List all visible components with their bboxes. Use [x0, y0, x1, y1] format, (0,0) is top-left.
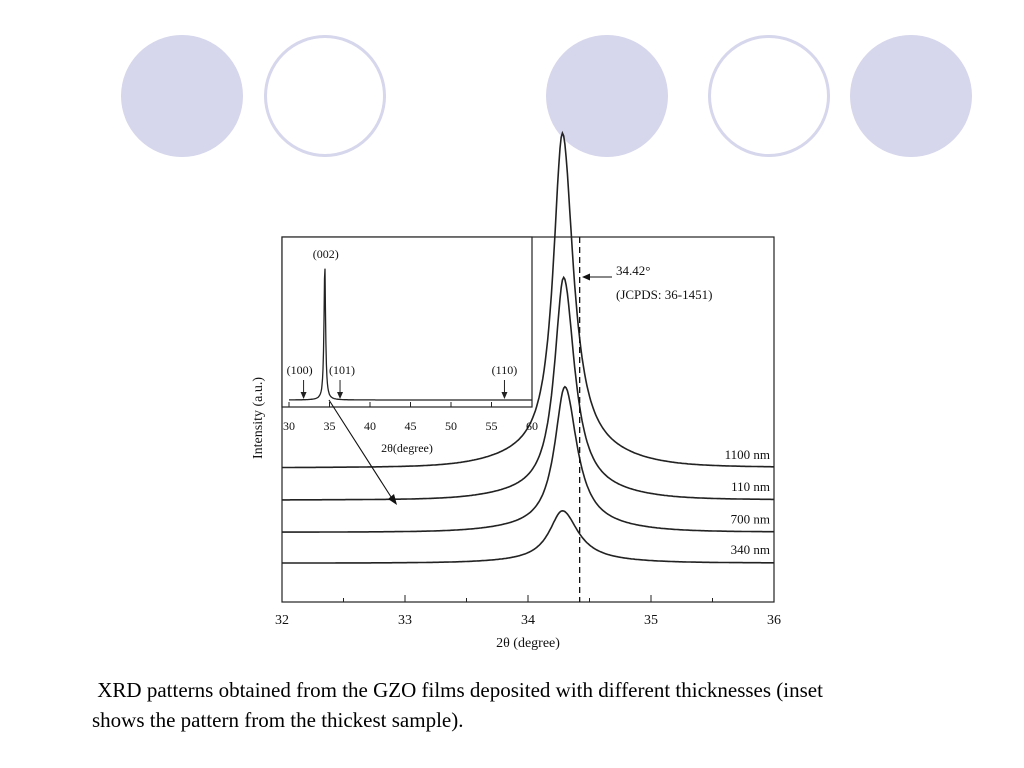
inset-annotation-label: (101)	[329, 363, 355, 377]
reference-arrowhead	[582, 273, 590, 281]
main-x-ticks: 32 33 34 35 36	[275, 595, 781, 628]
main-x-tick-label: 36	[767, 613, 781, 628]
series-label: 110 nm	[731, 479, 770, 494]
inset-annotation-label: (100)	[287, 363, 313, 377]
inset-pointer-line	[328, 399, 394, 501]
series-label: 340 nm	[731, 542, 770, 557]
decor-circle-1	[121, 35, 243, 157]
xrd-chart: 32 33 34 35 36 1100 nm 110 nm 700 nm 340 nm 34.…	[251, 130, 781, 651]
inset-x-tick-label: 50	[445, 419, 457, 433]
inset-annotation-arrowhead	[337, 392, 344, 399]
inset-pointer-arrowhead	[388, 494, 397, 505]
inset-annotations: (002) (100) (101) (110)	[287, 247, 518, 399]
series-line	[282, 385, 774, 533]
decor-circle-3	[546, 35, 668, 157]
inset-x-tick-label: 30	[283, 419, 295, 433]
main-x-tick-label: 35	[644, 613, 658, 628]
main-series-labels: 1100 nm 110 nm 700 nm 340 nm	[725, 447, 770, 557]
main-x-tick-label: 32	[275, 613, 289, 628]
series-label: 700 nm	[731, 511, 770, 526]
main-series-group	[282, 130, 774, 564]
inset-annotation-label: (110)	[492, 363, 518, 377]
decor-circle-4	[708, 35, 830, 157]
inset-x-axis-label: 2θ(degree)	[381, 441, 433, 455]
inset-series-line	[289, 268, 532, 401]
inset-x-tick-label: 40	[364, 419, 376, 433]
inset-x-tick-label: 45	[405, 419, 417, 433]
inset-series-group	[289, 268, 532, 401]
reference-source-label: (JCPDS: 36-1451)	[616, 287, 712, 302]
inset-x-ticks: 30 35 40 45 50 55 60	[283, 402, 538, 433]
series-line	[282, 275, 774, 501]
figure-caption: XRD patterns obtained from the GZO films…	[92, 678, 829, 732]
inset-x-tick-label: 60	[526, 419, 538, 433]
inset-annotation-arrowhead	[300, 392, 307, 399]
series-label: 1100 nm	[725, 447, 770, 462]
decor-circle-5	[850, 35, 972, 157]
inset-frame	[281, 236, 533, 408]
inset-x-tick-label: 35	[324, 419, 336, 433]
main-x-tick-label: 33	[398, 613, 412, 628]
series-line	[282, 509, 774, 564]
reference-label: 34.42°	[616, 263, 650, 278]
decor-circle-2	[264, 35, 386, 157]
main-y-axis-label: Intensity (a.u.)	[251, 377, 266, 459]
main-x-axis-label: 2θ (degree)	[496, 636, 560, 651]
series-line	[282, 130, 774, 469]
inset-x-tick-label: 55	[486, 419, 498, 433]
inset-annotation-label: (002)	[313, 247, 339, 261]
main-x-tick-label: 34	[521, 613, 535, 628]
inset-annotation-arrowhead	[501, 392, 508, 399]
